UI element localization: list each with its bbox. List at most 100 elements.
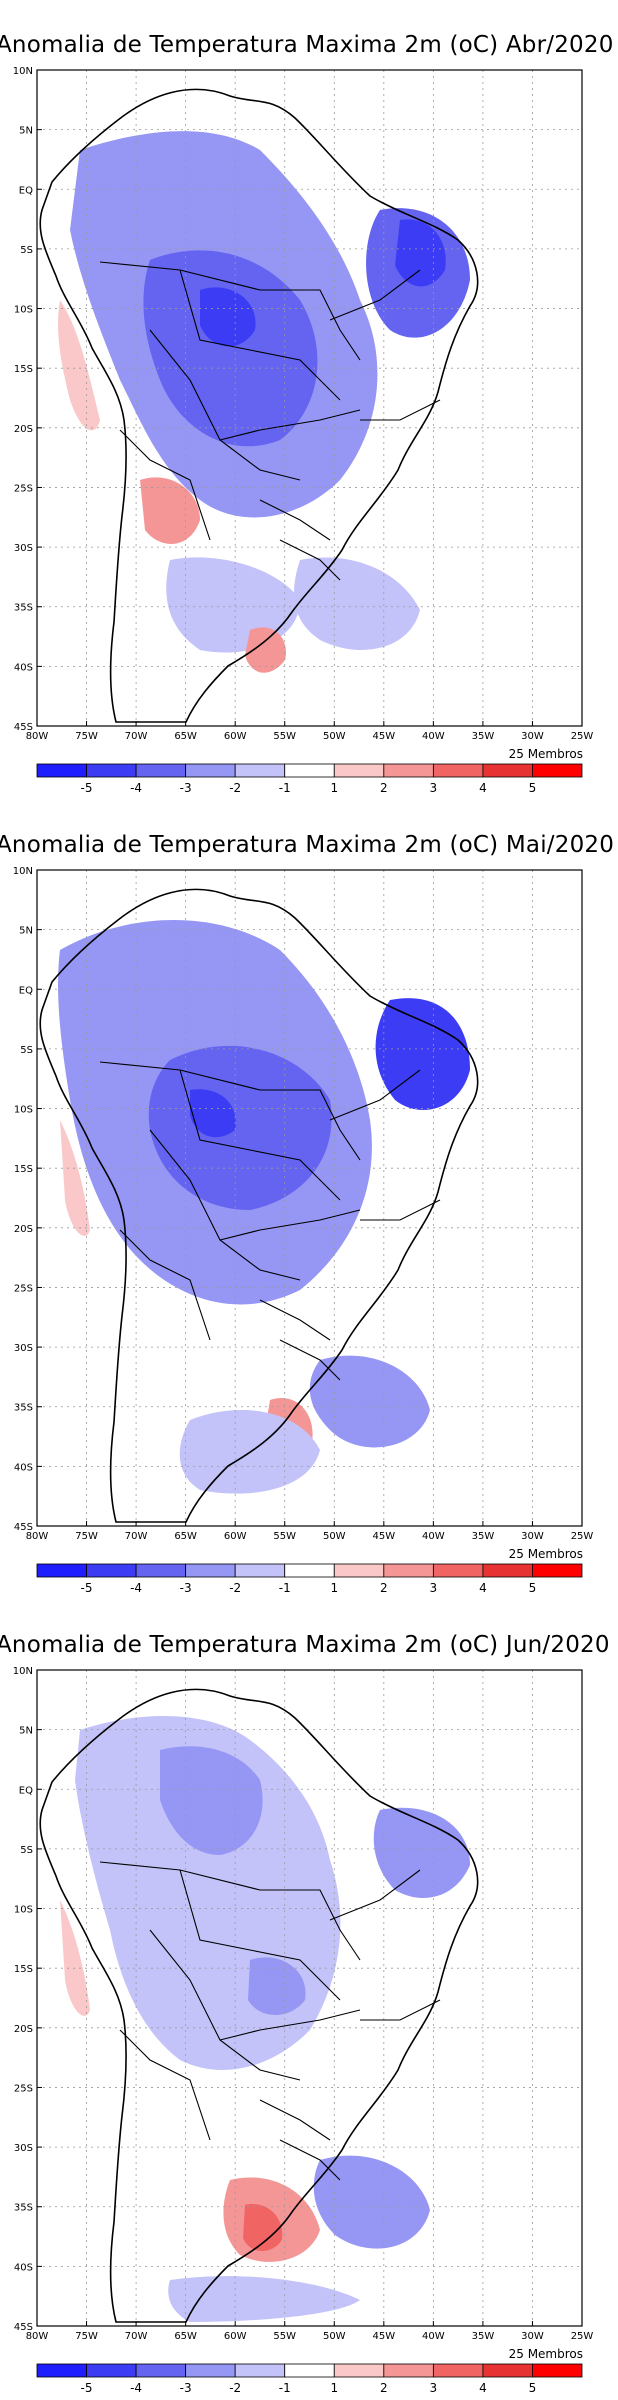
legend-swatch xyxy=(36,1563,87,1578)
legend-label: -5 xyxy=(81,781,93,795)
lat-tick-label: 20S xyxy=(14,1224,33,1235)
lat-tick-label: EQ xyxy=(19,1785,33,1796)
lat-tick-label: 35S xyxy=(14,1403,33,1414)
lat-tick-label: 15S xyxy=(14,364,33,375)
country-border xyxy=(119,2029,211,2141)
anomaly-contour xyxy=(313,2155,430,2249)
lat-tick-label: 5N xyxy=(19,126,33,137)
lat-tick-label: 35S xyxy=(14,2203,33,2214)
legend-swatch xyxy=(532,763,583,778)
legend-label: 3 xyxy=(430,1581,438,1595)
country-border xyxy=(360,1199,441,1221)
anomaly-contour xyxy=(143,250,318,447)
legend-label: 3 xyxy=(430,2381,438,2395)
legend-swatch xyxy=(135,2363,187,2378)
legend-label: -4 xyxy=(130,781,142,795)
legend-swatch xyxy=(383,2363,434,2378)
lat-tick-label: 40S xyxy=(14,662,33,673)
legend-label: -1 xyxy=(279,781,291,795)
lat-tick-label: 25S xyxy=(14,1283,33,1294)
country-border xyxy=(219,2009,361,2041)
legend-label: -2 xyxy=(229,2381,241,2395)
lat-tick-label: 10N xyxy=(13,866,33,877)
anomaly-contour xyxy=(373,1807,470,1898)
country-border xyxy=(219,1209,361,1241)
lon-tick-label: 50W xyxy=(323,1531,346,1542)
legend-label: 5 xyxy=(529,781,537,795)
legend-label: 1 xyxy=(330,2381,338,2395)
lat-tick-label: 5N xyxy=(19,926,33,937)
anomaly-contour xyxy=(294,557,420,650)
legend-swatch xyxy=(185,763,236,778)
lat-tick-label: 35S xyxy=(14,603,33,614)
legend-swatch xyxy=(135,763,187,778)
legend-swatch xyxy=(284,763,335,778)
country-border xyxy=(259,499,331,541)
anomaly-contour xyxy=(243,2204,283,2252)
legend-label: 3 xyxy=(430,781,438,795)
lon-tick-label: 75W xyxy=(75,731,98,742)
legend-swatch xyxy=(234,1563,286,1578)
lon-tick-label: 55W xyxy=(273,1531,296,1542)
lat-tick-label: 15S xyxy=(14,1964,33,1975)
map-frame xyxy=(36,69,583,727)
anomaly-contour xyxy=(58,300,100,431)
legend-swatch xyxy=(432,763,484,778)
legend-label: 4 xyxy=(479,2381,487,2395)
lon-tick-label: 35W xyxy=(472,2331,495,2342)
anomaly-contour xyxy=(190,1089,236,1138)
anomaly-contour xyxy=(140,477,200,544)
legend-swatch xyxy=(284,2363,335,2378)
lat-tick-label: 25S xyxy=(14,2083,33,2094)
legend-label: 4 xyxy=(479,1581,487,1595)
legend-swatch xyxy=(482,2363,533,2378)
lon-tick-label: 50W xyxy=(323,2331,346,2342)
lon-tick-label: 65W xyxy=(174,1531,197,1542)
legend-label: 5 xyxy=(529,2381,537,2395)
lon-tick-label: 80W xyxy=(26,2331,49,2342)
legend-label: -4 xyxy=(130,2381,142,2395)
map-panel: Anomalia de Temperatura Maxima 2m (oC) A… xyxy=(0,0,618,800)
anomaly-contour xyxy=(148,1045,332,1210)
lon-tick-label: 70W xyxy=(125,731,148,742)
legend-swatch xyxy=(333,2363,385,2378)
anomaly-contour xyxy=(248,1957,306,2015)
lat-tick-label: 45S xyxy=(14,2322,33,2333)
anomaly-contour xyxy=(60,1900,90,2016)
lat-tick-label: 20S xyxy=(14,2024,33,2035)
lon-tick-label: 25W xyxy=(571,2331,594,2342)
coastline xyxy=(39,1688,479,2323)
coastline xyxy=(39,888,479,1523)
legend-swatch xyxy=(333,1563,385,1578)
lat-tick-label: 45S xyxy=(14,722,33,733)
country-border xyxy=(99,1861,361,1961)
lat-tick-label: EQ xyxy=(19,985,33,996)
lon-tick-label: 30W xyxy=(521,2331,544,2342)
lat-tick-label: 30S xyxy=(14,1343,33,1354)
lat-tick-label: 25S xyxy=(14,483,33,494)
lon-tick-label: 65W xyxy=(174,2331,197,2342)
country-border xyxy=(259,1299,331,1341)
lat-tick-label: 20S xyxy=(14,424,33,435)
lat-tick-label: 10N xyxy=(13,66,33,77)
legend-swatch xyxy=(482,763,533,778)
legend-swatch xyxy=(86,763,137,778)
legend-swatch xyxy=(284,1563,335,1578)
legend-label: -5 xyxy=(81,1581,93,1595)
lat-tick-label: 15S xyxy=(14,1164,33,1175)
lon-tick-label: 70W xyxy=(125,1531,148,1542)
lon-tick-label: 65W xyxy=(174,731,197,742)
legend-swatch xyxy=(185,2363,236,2378)
legend-label: -5 xyxy=(81,2381,93,2395)
legend-label: 1 xyxy=(330,1581,338,1595)
legend-label: -3 xyxy=(180,781,192,795)
legend-label: -3 xyxy=(180,2381,192,2395)
lon-tick-label: 25W xyxy=(571,1531,594,1542)
lon-tick-label: 55W xyxy=(273,731,296,742)
country-border xyxy=(179,1069,341,1201)
country-border xyxy=(119,1229,211,1341)
lon-tick-label: 30W xyxy=(521,1531,544,1542)
map-panel: Anomalia de Temperatura Maxima 2m (oC) J… xyxy=(0,1600,618,2400)
legend-swatch xyxy=(86,1563,137,1578)
anomaly-contour xyxy=(168,2276,360,2322)
